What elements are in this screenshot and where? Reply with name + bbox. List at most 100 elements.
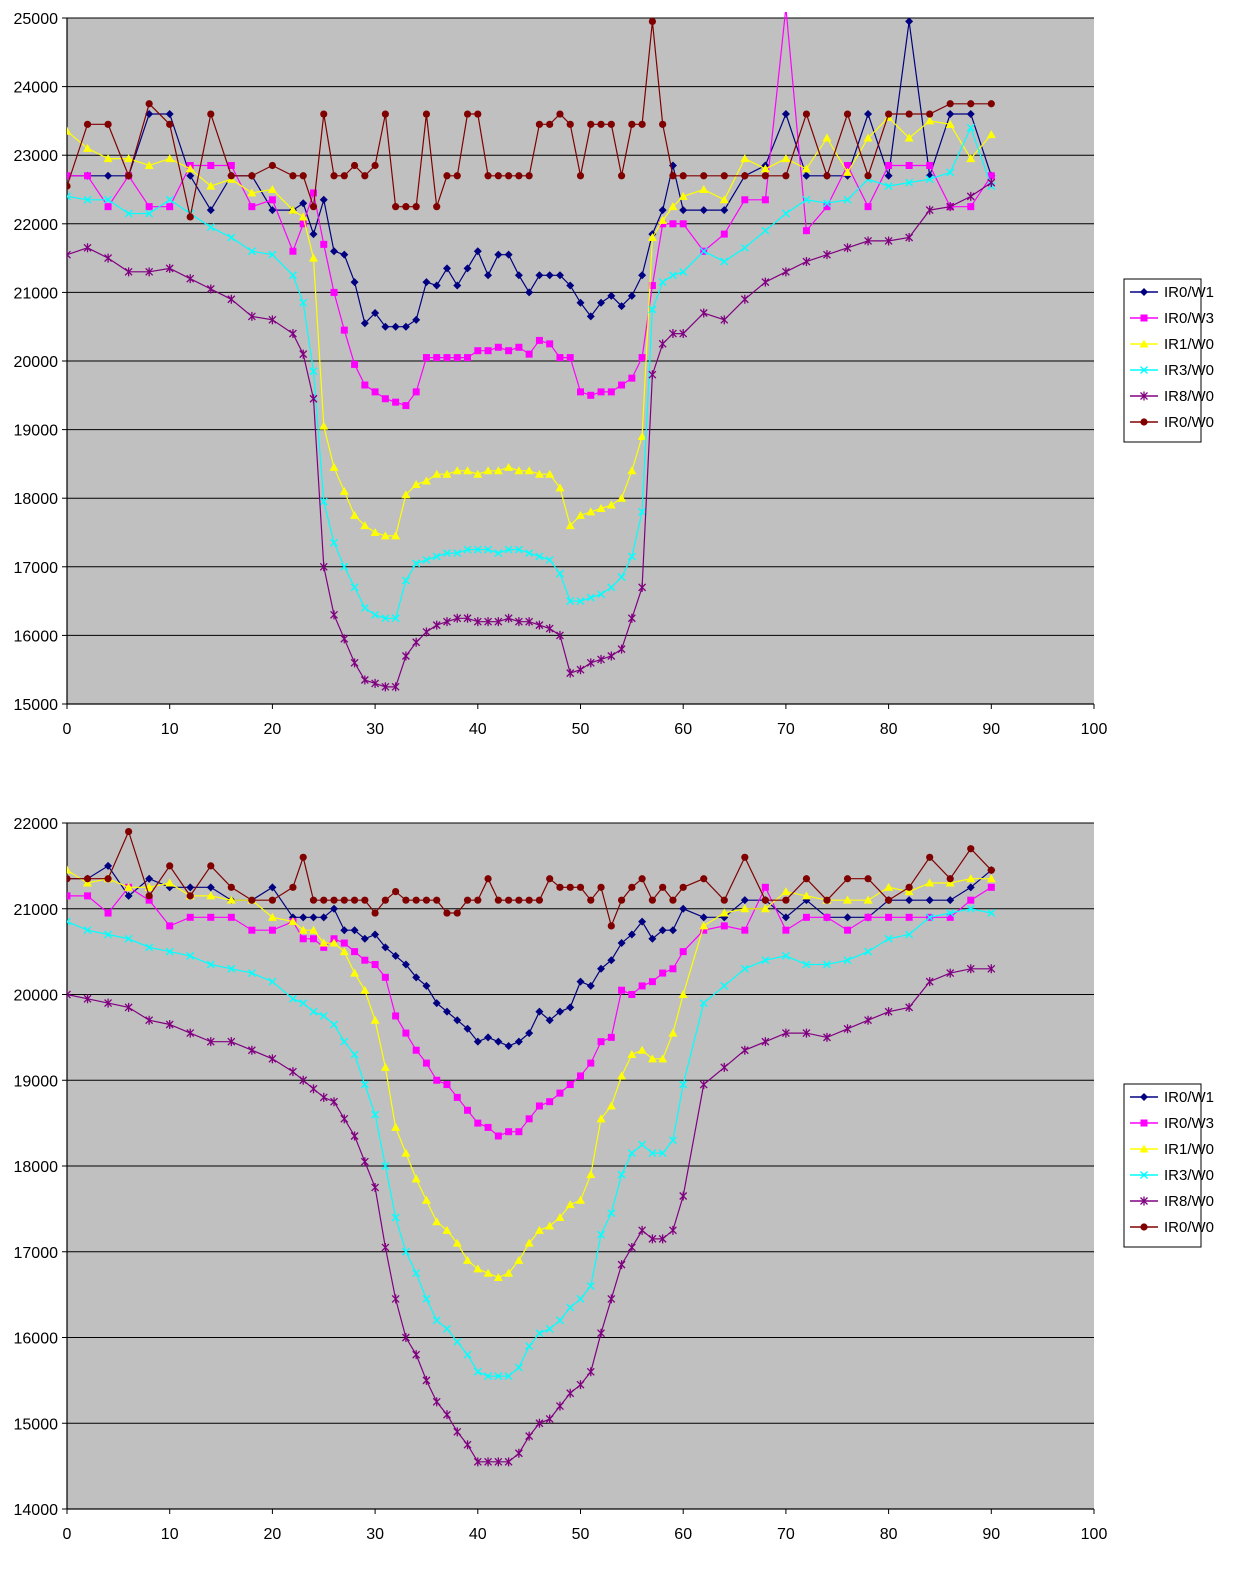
x-tick-label: 20 bbox=[264, 721, 282, 738]
data-point bbox=[843, 875, 852, 883]
data-point bbox=[330, 288, 338, 296]
data-point bbox=[606, 1101, 616, 1110]
data-point bbox=[464, 354, 472, 362]
data-point bbox=[576, 597, 585, 606]
data-point bbox=[422, 1375, 431, 1385]
data-point bbox=[556, 630, 564, 640]
data-point bbox=[946, 168, 955, 177]
data-point bbox=[340, 926, 349, 935]
data-point bbox=[566, 1081, 574, 1089]
data-point bbox=[83, 120, 92, 128]
data-point bbox=[545, 1221, 555, 1230]
data-point bbox=[484, 1033, 493, 1042]
data-point bbox=[967, 845, 975, 853]
data-point bbox=[627, 466, 637, 475]
data-point bbox=[330, 172, 338, 180]
data-point bbox=[83, 875, 92, 883]
legend-marker bbox=[1139, 339, 1149, 348]
data-point bbox=[124, 891, 133, 900]
data-point bbox=[925, 205, 934, 215]
y-tick-label: 18000 bbox=[14, 491, 59, 508]
series-IR0/W1 bbox=[67, 861, 996, 1050]
data-point bbox=[864, 172, 872, 180]
data-point bbox=[658, 1149, 667, 1158]
data-point bbox=[340, 1037, 349, 1046]
data-point bbox=[422, 555, 431, 564]
data-point bbox=[360, 1157, 369, 1167]
data-point bbox=[473, 545, 482, 554]
data-point bbox=[453, 1427, 462, 1437]
data-point bbox=[320, 943, 328, 951]
x-tick-label: 70 bbox=[777, 1526, 795, 1543]
data-point bbox=[802, 227, 810, 235]
data-point bbox=[822, 199, 831, 208]
data-point bbox=[566, 1388, 575, 1398]
data-point bbox=[340, 562, 349, 571]
data-point bbox=[381, 943, 390, 952]
x-tick-label: 80 bbox=[880, 1526, 898, 1543]
x-tick-label: 90 bbox=[982, 1526, 1000, 1543]
data-point bbox=[617, 493, 627, 502]
data-point bbox=[289, 883, 297, 891]
data-point bbox=[227, 294, 236, 304]
data-point bbox=[525, 1115, 533, 1123]
data-point bbox=[884, 882, 894, 891]
data-point bbox=[658, 206, 667, 215]
data-point bbox=[371, 909, 379, 917]
data-point bbox=[351, 360, 359, 368]
data-point bbox=[627, 1050, 637, 1059]
y-tick-label: 21000 bbox=[14, 902, 59, 919]
legend-entry: IR0/W0 bbox=[1130, 1219, 1214, 1236]
legend-entry: IR0/W1 bbox=[1130, 1089, 1214, 1106]
data-point bbox=[884, 1007, 893, 1017]
data-point bbox=[371, 610, 380, 619]
data-point bbox=[699, 999, 708, 1008]
data-point bbox=[474, 1119, 482, 1127]
data-point bbox=[319, 195, 328, 204]
data-point bbox=[617, 1170, 626, 1179]
data-point bbox=[638, 982, 646, 990]
legend-label: IR3/W0 bbox=[1164, 1167, 1214, 1184]
data-point bbox=[668, 202, 678, 211]
data-point bbox=[699, 206, 708, 215]
data-point bbox=[637, 431, 647, 440]
legend-box bbox=[1123, 278, 1202, 443]
x-tick-label: 10 bbox=[161, 721, 179, 738]
data-point bbox=[535, 1007, 544, 1016]
data-point bbox=[524, 1238, 534, 1247]
data-point bbox=[453, 172, 461, 180]
data-point bbox=[823, 172, 831, 180]
data-point bbox=[67, 865, 72, 874]
data-point bbox=[946, 968, 955, 978]
data-point bbox=[761, 883, 769, 891]
y-tick-label: 15000 bbox=[14, 697, 59, 714]
data-point bbox=[535, 1329, 544, 1338]
data-point bbox=[720, 230, 728, 238]
data-point bbox=[885, 161, 893, 169]
data-point bbox=[741, 853, 749, 861]
data-point bbox=[925, 896, 934, 905]
data-point bbox=[104, 909, 112, 917]
data-point bbox=[966, 904, 975, 913]
data-point bbox=[679, 329, 688, 339]
legend-label: IR8/W0 bbox=[1164, 1193, 1214, 1210]
data-point bbox=[371, 308, 380, 317]
data-point bbox=[494, 1132, 502, 1140]
data-point bbox=[678, 191, 688, 200]
data-point bbox=[607, 1033, 615, 1041]
data-point bbox=[484, 347, 492, 355]
data-point bbox=[987, 909, 996, 918]
data-point bbox=[361, 172, 369, 180]
data-point bbox=[104, 203, 112, 211]
data-point bbox=[525, 1342, 534, 1351]
data-point bbox=[586, 312, 595, 321]
data-point bbox=[638, 1140, 647, 1149]
data-point bbox=[432, 999, 441, 1008]
data-point bbox=[668, 1136, 677, 1145]
data-point bbox=[67, 917, 71, 926]
data-point bbox=[597, 298, 606, 307]
data-point bbox=[360, 1080, 369, 1089]
data-point bbox=[319, 1011, 328, 1020]
data-point bbox=[700, 875, 708, 883]
data-point bbox=[843, 110, 852, 118]
